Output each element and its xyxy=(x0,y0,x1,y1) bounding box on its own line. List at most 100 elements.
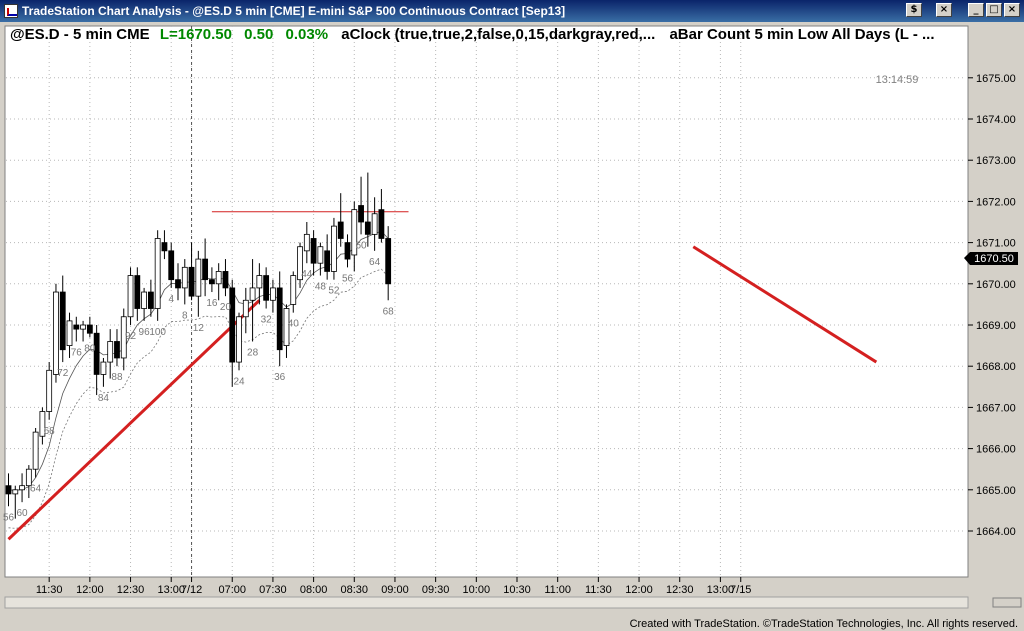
candle xyxy=(80,320,86,342)
candle xyxy=(358,176,364,235)
candle xyxy=(242,287,249,334)
bar-count-label: 40 xyxy=(288,319,300,330)
bar-count-label: 76 xyxy=(71,347,83,358)
candle xyxy=(310,230,317,276)
bar-count-label: 4 xyxy=(168,294,174,305)
candle xyxy=(385,226,392,301)
y-tick-label: 1666.00 xyxy=(976,444,1016,456)
candle xyxy=(195,250,202,317)
candle xyxy=(5,473,12,507)
candle xyxy=(276,271,283,367)
bar-count-label: 68 xyxy=(44,426,56,437)
x-tick-label: 08:00 xyxy=(300,584,328,596)
bar-count-label: 20 xyxy=(220,302,232,313)
candle xyxy=(331,217,337,280)
x-tick-label: 11:30 xyxy=(585,584,612,596)
candle xyxy=(364,172,371,247)
trendline xyxy=(7,299,261,541)
bar-count-label: 64 xyxy=(30,483,42,494)
candle xyxy=(229,279,236,387)
maximize-button[interactable]: □ xyxy=(986,3,1002,17)
candle xyxy=(93,325,100,396)
x-tick-label: 10:30 xyxy=(503,584,531,596)
x-tick-label: 08:30 xyxy=(341,584,369,596)
candle xyxy=(270,279,276,313)
candle xyxy=(236,312,242,371)
bar-count-label: 56 xyxy=(3,512,15,523)
candle xyxy=(100,357,107,387)
bar-count-label: 84 xyxy=(98,393,110,404)
horizontal-scrollbar[interactable] xyxy=(4,596,1022,609)
bar-count-label: 36 xyxy=(274,372,286,383)
bar-count-label: 72 xyxy=(57,368,69,379)
candle xyxy=(73,316,80,342)
y-tick-label: 1664.00 xyxy=(976,526,1016,538)
y-tick-label: 1673.00 xyxy=(976,155,1016,167)
chart-close-button[interactable]: × xyxy=(936,3,952,17)
candle xyxy=(161,230,168,260)
candle xyxy=(202,238,209,297)
close-button[interactable]: × xyxy=(1004,3,1020,17)
x-tick-label: 09:00 xyxy=(381,584,409,596)
bar-count-label: 52 xyxy=(328,286,340,297)
x-tick-label: 09:30 xyxy=(422,584,450,596)
copyright-footer: Created with TradeStation. ©TradeStation… xyxy=(629,618,1018,630)
candle xyxy=(12,485,19,519)
y-tick-label: 1672.00 xyxy=(976,196,1016,208)
pin-button[interactable]: $ xyxy=(906,3,922,17)
y-tick-label: 1668.00 xyxy=(976,361,1016,373)
bar-count-label: 92 xyxy=(125,331,137,342)
candle xyxy=(263,267,270,309)
candle xyxy=(371,197,378,251)
candle xyxy=(107,329,114,379)
y-tick-label: 1674.00 xyxy=(976,114,1016,126)
bar-count-label: 48 xyxy=(315,282,327,293)
x-tick-label: 7/15 xyxy=(730,584,751,596)
candle xyxy=(222,259,229,297)
candle xyxy=(378,189,385,243)
candle xyxy=(303,222,310,264)
bar-count-label: 24 xyxy=(233,376,245,387)
y-tick-label: 1670.00 xyxy=(976,279,1016,291)
y-tick-label: 1667.00 xyxy=(976,402,1016,414)
bar-count-label: 60 xyxy=(16,508,28,519)
y-tick-label: 1669.00 xyxy=(976,320,1016,332)
x-tick-label: 12:00 xyxy=(76,584,104,596)
bar-count-label: 32 xyxy=(261,315,273,326)
clock-label: 13:14:59 xyxy=(876,74,919,86)
x-tick-label: 12:30 xyxy=(666,584,694,596)
candle xyxy=(249,259,256,342)
x-tick-label: 10:00 xyxy=(463,584,491,596)
bar-count-label: 16 xyxy=(206,298,218,309)
symbol-label: @ES.D - 5 min CME xyxy=(10,26,150,43)
candle xyxy=(141,287,148,321)
bar-count-label: 88 xyxy=(111,372,123,383)
bar-count-label: 8 xyxy=(182,310,188,321)
net-change: 0.50 xyxy=(244,26,273,43)
window-titlebar: TradeStation Chart Analysis - @ES.D 5 mi… xyxy=(0,0,1024,22)
plot-area[interactable] xyxy=(4,25,969,578)
x-tick-label: 7/12 xyxy=(181,584,202,596)
candle xyxy=(39,407,46,445)
minimize-button[interactable]: _ xyxy=(968,3,984,17)
svg-text:1670.50: 1670.50 xyxy=(974,253,1014,265)
candle xyxy=(59,275,66,363)
bar-count-label: 60 xyxy=(355,240,367,251)
bar-count-label: 68 xyxy=(383,306,395,317)
bar-count-label: 28 xyxy=(247,347,259,358)
candle xyxy=(181,259,188,305)
candle xyxy=(32,428,39,478)
bar-count-label: 64 xyxy=(369,257,381,268)
candle xyxy=(114,329,120,367)
candle xyxy=(290,271,297,313)
bar-count-label: 56 xyxy=(342,273,354,284)
candle xyxy=(215,263,222,301)
window-title: TradeStation Chart Analysis - @ES.D 5 mi… xyxy=(22,4,566,18)
candle xyxy=(317,242,324,276)
candle xyxy=(147,279,154,317)
candle xyxy=(256,263,263,305)
candle xyxy=(127,267,134,325)
app-icon xyxy=(4,4,18,18)
svg-text:@ES.D - 5 min CME L=1670.: @ES.D - 5 min CME L=1670.50 0.50 0.03% a… xyxy=(10,26,935,43)
